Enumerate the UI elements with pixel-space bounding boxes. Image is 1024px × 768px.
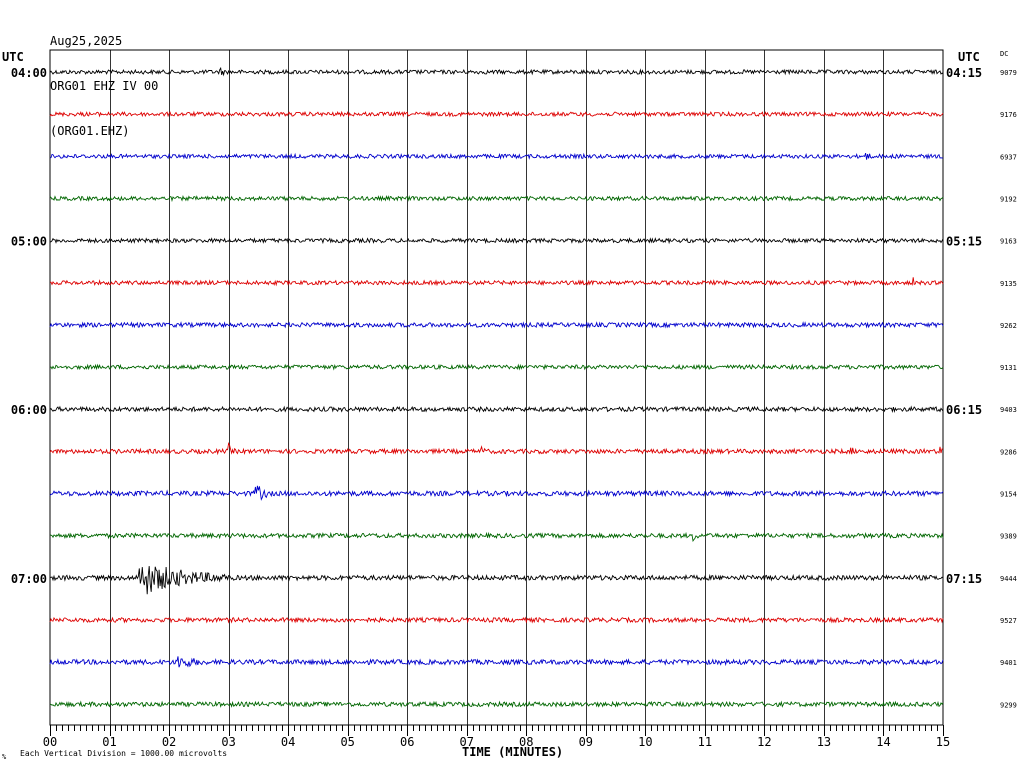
trace-row-12 (49, 531, 944, 543)
trace-row-3 (49, 152, 944, 161)
x-tick-label: 14 (876, 735, 890, 749)
x-tick-label: 07 (460, 735, 474, 749)
trace-row-5 (49, 237, 944, 245)
x-tick-label: 05 (340, 735, 354, 749)
x-tick-label: 01 (102, 735, 116, 749)
x-tick-label: 00 (43, 735, 57, 749)
trace-row-7 (49, 321, 944, 329)
header-channel: (ORG01.EHZ) (50, 124, 130, 138)
dc-offset-value: 9527 (1000, 617, 1017, 625)
x-tick-label: 10 (638, 735, 652, 749)
dc-offset-value: 9135 (1000, 280, 1017, 288)
row-time-label-left: 07:00 (11, 572, 47, 586)
trace-row-15 (49, 656, 944, 668)
row-time-label-left: 04:00 (11, 66, 47, 80)
station-header: Aug25,2025 ORG01 EHZ IV 00 (ORG01.EHZ) (50, 4, 158, 154)
row-time-label-right: 06:15 (946, 403, 982, 417)
header-station: ORG01 EHZ IV 00 (50, 79, 159, 93)
trace-row-1 (49, 66, 944, 77)
x-tick-label: 04 (281, 735, 295, 749)
trace-row-16 (49, 700, 944, 709)
trace-row-2 (49, 110, 944, 118)
x-tick-label: 12 (757, 735, 771, 749)
dc-offset-value: 9079 (1000, 69, 1017, 77)
trace-row-10 (49, 441, 944, 456)
dc-offset-value: 9163 (1000, 238, 1017, 246)
x-tick-label: 15 (936, 735, 950, 749)
dc-offset-value: 9403 (1000, 406, 1017, 414)
dc-offset-value: 9192 (1000, 195, 1017, 203)
dc-offset-value: 9176 (1000, 111, 1017, 119)
dc-offset-value: 9131 (1000, 364, 1017, 372)
row-time-label-right: 05:15 (946, 235, 982, 249)
row-time-label-left: 05:00 (11, 235, 47, 249)
row-time-label-right: 04:15 (946, 66, 982, 80)
dc-offset-value: 9286 (1000, 448, 1017, 456)
header-date: Aug25,2025 (50, 34, 123, 48)
trace-row-6 (49, 277, 944, 287)
trace-row-14 (49, 616, 944, 624)
plot-frame (49, 49, 944, 726)
dc-offset-value: 9444 (1000, 575, 1017, 583)
dc-offset-value: 9389 (1000, 533, 1017, 541)
footer-note: Each Vertical Division = 1000.00 microvo… (20, 749, 228, 758)
x-tick-label: 06 (400, 735, 414, 749)
dc-offset-value: 9262 (1000, 322, 1017, 330)
dc-label: DC (1000, 50, 1009, 58)
trace-row-13 (49, 566, 944, 595)
trace-row-9 (49, 405, 944, 413)
x-tick-label: 08 (519, 735, 533, 749)
footer-mark: % (2, 753, 7, 761)
dc-offset-value: 9299 (1000, 701, 1017, 709)
x-tick-label: 09 (579, 735, 593, 749)
row-time-label-right: 07:15 (946, 572, 982, 586)
utc-label-left: UTC (2, 50, 24, 64)
dc-offset-value: 9154 (1000, 491, 1017, 499)
trace-row-8 (49, 363, 944, 371)
dc-offset-value: 9401 (1000, 659, 1017, 667)
dc-offset-value: 6937 (1000, 153, 1017, 161)
x-tick-label: 11 (698, 735, 712, 749)
x-tick-label: 02 (162, 735, 176, 749)
row-time-label-left: 06:00 (11, 403, 47, 417)
x-tick-label: 03 (221, 735, 235, 749)
utc-label-right: UTC (958, 50, 980, 64)
trace-row-11 (49, 485, 944, 501)
x-axis-title: TIME (MINUTES) (462, 745, 564, 759)
x-tick-label: 13 (817, 735, 831, 749)
trace-row-4 (49, 194, 944, 203)
